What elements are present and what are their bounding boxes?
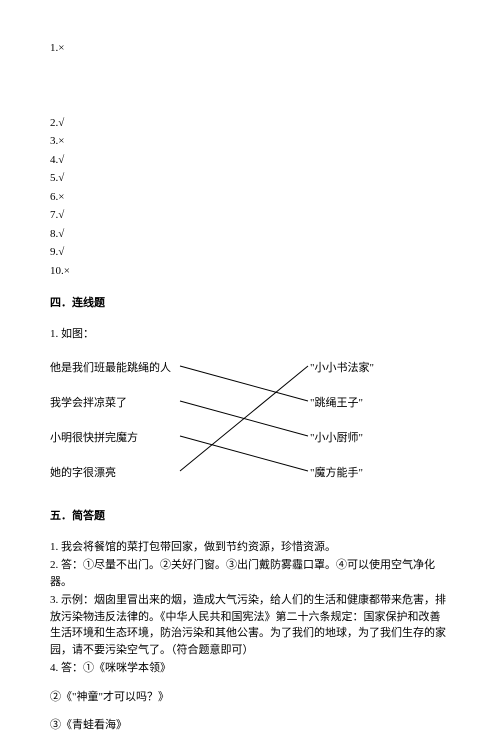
answer-num: 6 [50, 191, 56, 203]
answer-line: 8.√ [50, 226, 450, 243]
section-5-heading: 五．简答题 [50, 508, 450, 525]
answer-num: 9 [50, 246, 56, 258]
answer-line: 2.√ [50, 115, 450, 132]
answer-line: 1.× [50, 40, 450, 57]
answer-num: 3 [50, 135, 56, 147]
section-5-body: 1. 我会将餐馆的菜打包带回家，做到节约资源，珍惜资源。 2. 答：①尽量不出门… [50, 539, 450, 734]
answer-line: 3.× [50, 133, 450, 150]
qa-4-sub-3: ③《青蛙看海》 [50, 717, 450, 734]
answer-num: 8 [50, 228, 56, 240]
match-left-2: 我学会拌凉菜了 [50, 395, 127, 412]
section-4-item-1-label: 1. 如图： [50, 326, 450, 343]
answer-num: 1 [50, 42, 56, 54]
answer-num: 4 [50, 154, 56, 166]
matching-diagram: 他是我们班最能跳绳的人 我学会拌凉菜了 小明很快拼完魔方 她的字很漂亮 "小小书… [50, 360, 450, 490]
qa-4: 4. 答：①《咪咪学本领》 [50, 660, 450, 677]
answer-val: × [58, 135, 64, 147]
answer-val: √ [58, 246, 64, 258]
match-left-4: 她的字很漂亮 [50, 465, 116, 482]
match-left-3: 小明很快拼完魔方 [50, 430, 138, 447]
qa-3: 3. 示例：烟囱里冒出来的烟，造成大气污染，给人们的生活和健康都带来危害，排放污… [50, 592, 450, 658]
qa-1: 1. 我会将餐馆的菜打包带回家，做到节约资源，珍惜资源。 [50, 539, 450, 556]
answer-val: × [64, 265, 70, 277]
qa-2: 2. 答：①尽量不出门。②关好门窗。③出门戴防雾霾口罩。④可以使用空气净化器。 [50, 557, 450, 590]
answer-line: 9.√ [50, 244, 450, 261]
answer-num: 5 [50, 172, 56, 184]
answer-val: √ [58, 172, 64, 184]
tf-answers: 1.× 2.√ 3.× 4.√ 5.√ 6.× 7.√ 8.√ 9.√ 10.× [50, 40, 450, 279]
answer-line: 5.√ [50, 170, 450, 187]
answer-line: 10.× [50, 263, 450, 280]
answer-val: √ [58, 117, 64, 129]
match-right-2: "跳绳王子" [310, 395, 363, 412]
answer-val: × [58, 191, 64, 203]
qa-4-sub-2: ②《"神童"才可以吗？》 [50, 689, 450, 706]
answer-line: 6.× [50, 189, 450, 206]
answer-num: 2 [50, 117, 56, 129]
answer-line: 7.√ [50, 207, 450, 224]
match-left-1: 他是我们班最能跳绳的人 [50, 360, 171, 377]
answer-val: √ [58, 228, 64, 240]
match-right-3: "小小厨师" [310, 430, 363, 447]
section-4-heading: 四．连线题 [50, 295, 450, 312]
answer-num: 10 [50, 265, 61, 277]
answer-val: √ [58, 154, 64, 166]
answer-line: 4.√ [50, 152, 450, 169]
answer-num: 7 [50, 209, 56, 221]
match-right-1: "小小书法家" [310, 360, 374, 377]
answer-val: × [58, 42, 64, 54]
answer-val: √ [58, 209, 64, 221]
match-right-4: "魔方能手" [310, 465, 363, 482]
